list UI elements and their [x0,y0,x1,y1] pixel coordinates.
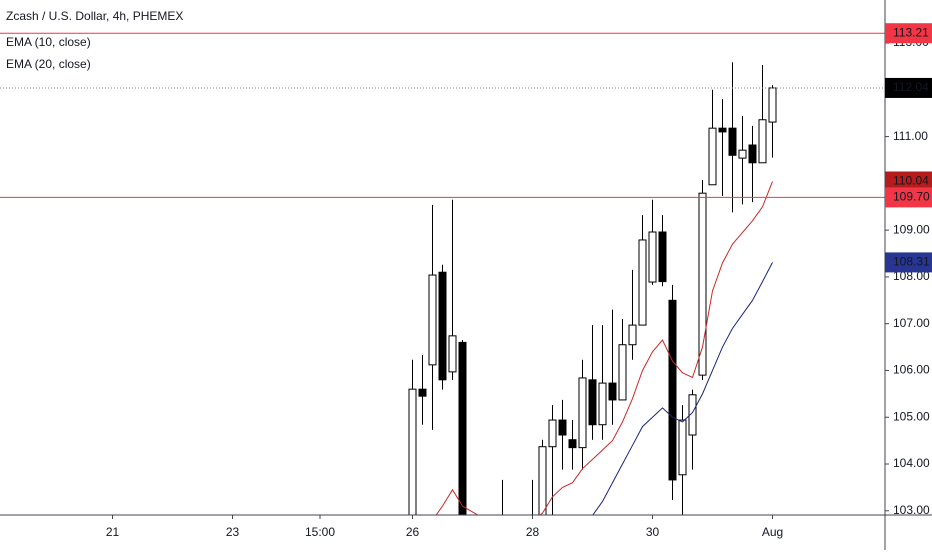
y-tick-label: 111.00 [893,129,928,143]
candle-body [738,149,747,159]
axes: 103.00 104.00 105.00 106.00 107.00 108.00 109.… [106,23,932,539]
candle-body [618,344,627,401]
x-tick-label: 15:00 [305,525,335,539]
candle-body [718,127,727,133]
y-tick-label: 105.00 [893,409,930,423]
price-label-bg [885,77,932,98]
y-tick-label: 106.00 [893,363,930,377]
candle-body [448,335,457,373]
x-tick-label: 30 [646,525,660,539]
legend-entry: EMA (10, close) [6,35,91,49]
candle-body [458,341,467,515]
price-label-bg [885,252,932,273]
candle-body [688,394,697,436]
x-tick-label: 21 [106,525,120,539]
price-label: 109.70 [893,190,930,204]
candle-body [438,271,447,381]
price-label: 113.21 [893,25,929,39]
candle-body [588,379,597,426]
y-tick-label: 107.00 [893,316,930,330]
candle-body [578,377,587,449]
candle-body [568,439,577,449]
y-tick-label: 109.00 [893,222,930,236]
candle-body [608,382,617,401]
candle-body [668,299,677,481]
candle-body [768,87,777,123]
candle-body [418,388,427,397]
y-tick-label: 108.00 [893,269,930,283]
price-label: 112.04 [893,80,929,94]
candle-body [428,274,437,366]
y-tick-label: 104.00 [893,456,930,470]
x-tick-label: 26 [406,525,420,539]
y-tick-label: 103.00 [893,503,930,517]
candle-body [598,382,607,426]
candle-body [708,127,717,186]
candle-body [638,239,647,326]
price-label-bg [885,23,932,44]
candle-body [558,419,567,436]
candle-body [698,192,707,376]
price-label-bg [885,187,932,208]
candle-body [728,127,737,156]
candle-body [758,119,767,164]
ema-line [435,181,773,515]
x-tick-label: 23 [226,525,240,539]
candle-body [648,231,657,283]
price-label: 108.31 [893,255,930,269]
candle-body [628,324,637,346]
price-label: 110.04 [893,174,929,188]
candle-body [658,231,667,283]
x-tick-label: Aug [762,525,783,539]
candle-body [408,388,417,515]
ema-line [592,262,773,515]
candle-body [748,144,757,164]
plot-area [0,32,885,515]
candle-body [678,419,687,476]
symbol-title: Zcash / U.S. Dollar, 4h, PHEMEX [6,9,183,23]
candle-body [538,446,547,515]
candle-body [548,419,557,448]
price-label-bg [885,171,932,192]
x-tick-label: 28 [526,525,540,539]
legend-entry: EMA (20, close) [6,57,91,71]
